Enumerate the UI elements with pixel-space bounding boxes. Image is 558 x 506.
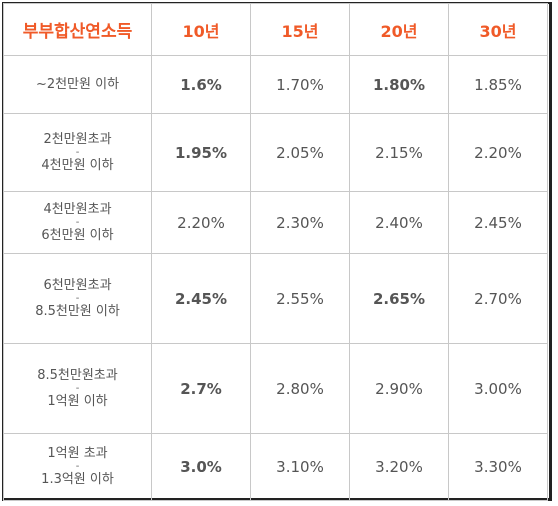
table-row: 8.5천만원초과 - 1억원 이하 2.7% 2.80% 2.90% 3.00% xyxy=(3,343,548,434)
header-10y: 10년 xyxy=(151,3,251,56)
rate-cell: 1.6% xyxy=(151,55,251,114)
range-dash: - xyxy=(75,382,80,394)
rate-cell: 2.45% xyxy=(448,191,548,254)
rate-cell: 2.15% xyxy=(349,113,449,192)
header-row: 부부합산연소득 10년 15년 20년 30년 xyxy=(3,3,548,56)
income-from: 2천만원초과 xyxy=(43,131,112,147)
rate-cell: 1.80% xyxy=(349,55,449,114)
range-dash: - xyxy=(75,216,80,228)
income-to: 1.3억원 이하 xyxy=(41,472,114,487)
income-to: 1억원 이하 xyxy=(47,393,108,409)
table-row: 2천만원초과 - 4천만원 이하 1.95% 2.05% 2.15% 2.20% xyxy=(3,113,548,192)
rate-cell: 2.40% xyxy=(349,191,449,254)
rate-cell: 3.10% xyxy=(250,433,350,501)
table-row: 4천만원초과 - 6천만원 이하 2.20% 2.30% 2.40% 2.45% xyxy=(3,191,548,254)
rate-cell: 2.30% xyxy=(250,191,350,254)
income-to: 6천만원 이하 xyxy=(41,227,114,243)
header-20y: 20년 xyxy=(349,3,449,56)
income-from: 1억원 초과 xyxy=(47,446,108,461)
rate-cell: 2.7% xyxy=(151,343,251,434)
income-to: 4천만원 이하 xyxy=(41,157,114,173)
income-from: 4천만원초과 xyxy=(43,201,112,217)
income-cell: 6천만원초과 - 8.5천만원 이하 xyxy=(3,253,152,344)
rate-cell: 2.05% xyxy=(250,113,350,192)
header-15y: 15년 xyxy=(250,3,350,56)
rate-cell: 1.95% xyxy=(151,113,251,192)
income-cell: 8.5천만원초과 - 1억원 이하 xyxy=(3,343,152,434)
table-row: ~2천만원 이하 1.6% 1.70% 1.80% 1.85% xyxy=(3,55,548,114)
income-cell: 1억원 초과 - 1.3억원 이하 xyxy=(3,433,152,501)
rate-cell: 2.20% xyxy=(151,191,251,254)
rate-cell: 3.20% xyxy=(349,433,449,501)
rate-cell: 2.45% xyxy=(151,253,251,344)
income-cell: ~2천만원 이하 xyxy=(3,55,152,114)
rate-cell: 1.85% xyxy=(448,55,548,114)
income-from: 6천만원초과 xyxy=(43,277,112,293)
rate-cell: 3.30% xyxy=(448,433,548,501)
income-to: 8.5천만원 이하 xyxy=(35,303,120,319)
rate-cell: 2.20% xyxy=(448,113,548,192)
table-row: 6천만원초과 - 8.5천만원 이하 2.45% 2.55% 2.65% 2.7… xyxy=(3,253,548,344)
income-label: ~2천만원 이하 xyxy=(35,76,120,92)
income-cell: 4천만원초과 - 6천만원 이하 xyxy=(3,191,152,254)
range-dash: - xyxy=(75,292,80,304)
rate-cell: 2.55% xyxy=(250,253,350,344)
header-income: 부부합산연소득 xyxy=(3,3,152,56)
rate-cell: 2.80% xyxy=(250,343,350,434)
table-row: 1억원 초과 - 1.3억원 이하 3.0% 3.10% 3.20% 3.30% xyxy=(3,433,548,501)
interest-rate-table: 부부합산연소득 10년 15년 20년 30년 ~2천만원 이하 1.6% 1.… xyxy=(3,3,548,501)
income-from: 8.5천만원초과 xyxy=(37,367,118,383)
range-dash: - xyxy=(75,461,80,472)
rate-cell: 1.70% xyxy=(250,55,350,114)
rate-cell: 3.00% xyxy=(448,343,548,434)
rate-cell: 3.0% xyxy=(151,433,251,501)
rate-cell: 2.90% xyxy=(349,343,449,434)
rate-cell: 2.70% xyxy=(448,253,548,344)
range-dash: - xyxy=(75,146,80,158)
income-cell: 2천만원초과 - 4천만원 이하 xyxy=(3,113,152,192)
header-30y: 30년 xyxy=(448,3,548,56)
rate-cell: 2.65% xyxy=(349,253,449,344)
